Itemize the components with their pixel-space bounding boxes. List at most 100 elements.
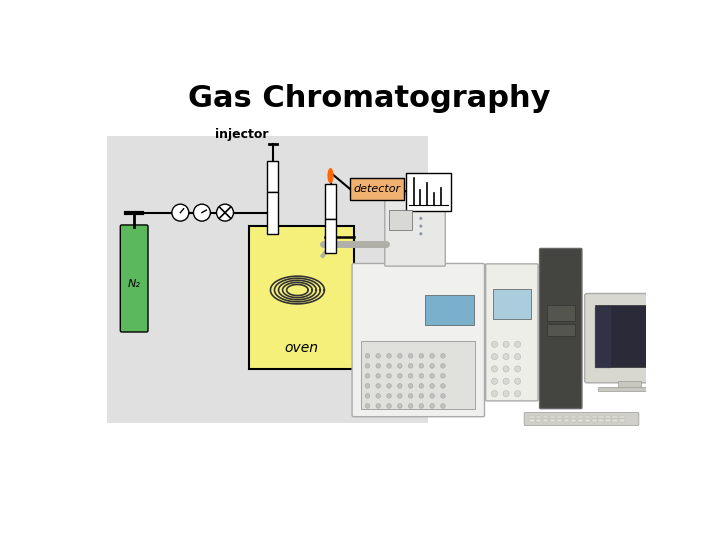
Circle shape (430, 394, 434, 398)
Circle shape (365, 403, 370, 408)
Circle shape (503, 341, 509, 347)
Circle shape (419, 403, 423, 408)
Circle shape (194, 204, 210, 221)
Circle shape (419, 354, 423, 358)
Bar (536, 420, 541, 422)
Circle shape (217, 204, 233, 221)
Bar (425, 295, 474, 325)
Bar (585, 420, 590, 422)
Circle shape (376, 354, 381, 358)
Circle shape (397, 383, 402, 388)
Bar (267, 161, 278, 192)
Bar (564, 416, 570, 418)
Text: Gas Chromatography: Gas Chromatography (188, 84, 550, 113)
Circle shape (515, 341, 521, 347)
Circle shape (419, 217, 423, 220)
Circle shape (515, 390, 521, 397)
Circle shape (365, 354, 370, 358)
Circle shape (492, 378, 498, 384)
FancyBboxPatch shape (120, 225, 148, 332)
Circle shape (408, 383, 413, 388)
Circle shape (397, 403, 402, 408)
Circle shape (365, 363, 370, 368)
Bar (598, 420, 604, 422)
Bar (557, 416, 562, 418)
Bar (493, 289, 531, 319)
Bar (107, 136, 428, 423)
Circle shape (492, 341, 498, 347)
Bar (585, 416, 590, 418)
Circle shape (408, 403, 413, 408)
Bar (361, 341, 475, 409)
Circle shape (172, 204, 189, 221)
Circle shape (387, 403, 392, 408)
Bar (389, 210, 412, 231)
Circle shape (430, 383, 434, 388)
Bar (536, 416, 541, 418)
Circle shape (515, 354, 521, 360)
Text: injector: injector (215, 128, 269, 141)
Bar (267, 192, 278, 234)
Circle shape (419, 374, 423, 378)
Bar (577, 420, 583, 422)
Bar (550, 420, 555, 422)
Circle shape (387, 374, 392, 378)
Circle shape (419, 383, 423, 388)
Bar (592, 416, 597, 418)
Bar (612, 416, 618, 418)
Text: N₂: N₂ (127, 279, 140, 289)
Bar (592, 420, 597, 422)
FancyBboxPatch shape (486, 264, 538, 401)
Circle shape (397, 374, 402, 378)
Bar (325, 184, 336, 219)
Circle shape (419, 394, 423, 398)
Circle shape (376, 383, 381, 388)
Circle shape (365, 374, 370, 378)
Bar (598, 416, 604, 418)
Bar (619, 416, 625, 418)
Bar (543, 420, 549, 422)
Bar (595, 305, 664, 367)
Bar (564, 420, 570, 422)
Circle shape (492, 354, 498, 360)
Circle shape (387, 394, 392, 398)
Text: oven: oven (284, 341, 318, 355)
Bar (547, 305, 575, 321)
Bar (547, 324, 575, 336)
Circle shape (441, 354, 445, 358)
Circle shape (430, 363, 434, 368)
Circle shape (515, 378, 521, 384)
Bar (543, 416, 549, 418)
Circle shape (419, 225, 423, 228)
Circle shape (408, 354, 413, 358)
FancyBboxPatch shape (539, 248, 582, 409)
Circle shape (419, 232, 423, 235)
Circle shape (397, 394, 402, 398)
Bar (249, 226, 354, 369)
Circle shape (503, 378, 509, 384)
Bar (571, 420, 576, 422)
Circle shape (503, 366, 509, 372)
Circle shape (365, 383, 370, 388)
Circle shape (430, 374, 434, 378)
Bar (577, 416, 583, 418)
Bar (571, 416, 576, 418)
Circle shape (430, 354, 434, 358)
Circle shape (408, 394, 413, 398)
Circle shape (492, 390, 498, 397)
Circle shape (503, 390, 509, 397)
Circle shape (397, 354, 402, 358)
Circle shape (441, 383, 445, 388)
Circle shape (419, 363, 423, 368)
Circle shape (387, 383, 392, 388)
Bar (606, 416, 611, 418)
Circle shape (376, 374, 381, 378)
Circle shape (441, 403, 445, 408)
Circle shape (376, 363, 381, 368)
Circle shape (515, 366, 521, 372)
Circle shape (387, 363, 392, 368)
Bar (325, 219, 336, 253)
Bar (612, 420, 618, 422)
Circle shape (408, 363, 413, 368)
Circle shape (397, 363, 402, 368)
